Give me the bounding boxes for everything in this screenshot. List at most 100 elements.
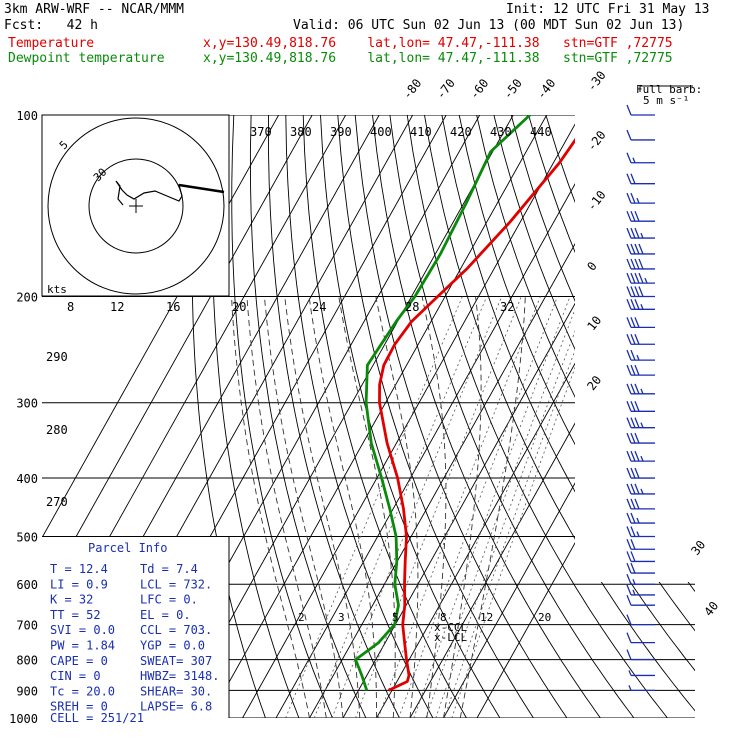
init-time: Init: 12 UTC Fri 31 May 13 (506, 2, 710, 17)
parcel-row-right: LAPSE= 6.8 (140, 700, 212, 714)
isotherm (476, 115, 695, 718)
mixing-label-low: 5 (392, 611, 399, 624)
parcel-row-left: T = 12.4 (50, 562, 108, 576)
isotherm-label: -80 (400, 76, 424, 102)
parcel-row-right: EL = 0. (140, 608, 191, 622)
moist-adiabat (459, 296, 526, 718)
moist-adiabat (375, 296, 419, 718)
mixing-label-low: 20 (538, 611, 551, 624)
moist-adiabat (264, 296, 344, 718)
wind-barb (626, 450, 655, 462)
lcl-label: x-LCL (434, 631, 467, 644)
parcel-row-right: CCL = 703. (140, 623, 212, 637)
temperature-legend: Temperature (8, 36, 95, 51)
wind-barb (626, 243, 655, 255)
pressure-label-600: 600 (16, 578, 38, 592)
isotherm-label: -70 (434, 76, 458, 102)
isotherm-label: -60 (467, 76, 491, 102)
hodo-ring-outer (47, 117, 225, 295)
dry-adiabat (249, 115, 367, 718)
wind-barb (626, 173, 655, 185)
moist-adiabat (231, 296, 310, 718)
pressure-label-100: 100 (16, 109, 38, 123)
wind-barb (626, 334, 655, 345)
mixing-label-low: 12 (480, 611, 493, 624)
dry-adiabat (320, 115, 501, 718)
model-title: 3km ARW-WRF -- NCAR/MMM (4, 2, 185, 17)
mixing-label: 16 (166, 300, 180, 314)
wind-barb (626, 349, 655, 361)
mixing-label: 24 (312, 300, 326, 314)
hodo-ring-inner (88, 158, 184, 254)
wind-barb (626, 649, 655, 661)
dry-adiabat (528, 115, 695, 718)
mixing-label: 12 (110, 300, 124, 314)
wind-barb (626, 299, 655, 310)
wind-barb (626, 526, 655, 538)
isotherm-label: -50 (501, 76, 525, 102)
isotherm (208, 115, 548, 718)
wind-barb (626, 227, 655, 239)
wind-barb (626, 551, 655, 563)
wind-barb (626, 632, 655, 644)
ccl-label: x-CCL (434, 621, 467, 634)
parcel-row-right: SHEAR= 30. (140, 684, 212, 698)
dry-adiabat (389, 115, 635, 718)
mixing-label: 32 (500, 300, 514, 314)
barb-key-value: 5 m s⁻¹ (643, 94, 689, 107)
parcel-row-left: PW = 1.84 (50, 639, 115, 653)
dry-adiabat (493, 115, 695, 718)
wind-barb (626, 584, 655, 596)
wind-barb (626, 317, 655, 329)
parcel-row-left: SVI = 0.0 (50, 623, 115, 637)
wind-barb (626, 258, 655, 270)
mixing-ratio-line (413, 296, 571, 718)
theta-label: 390 (330, 125, 352, 139)
isotherm-label: 10 (584, 313, 604, 333)
isotherm-label: -20 (584, 128, 608, 154)
theta-label-left: 270 (46, 495, 68, 509)
wind-barb (626, 573, 655, 585)
mixing-label: 8 (67, 300, 74, 314)
isotherm-label: -30 (584, 68, 608, 94)
dry-adiabat (545, 115, 695, 718)
dewpoint-location: x,y=130.49,818.76 lat,lon= 47.47,-111.38… (203, 51, 673, 66)
hodo-trace (115, 180, 225, 206)
theta-label: 420 (450, 125, 472, 139)
parcel-row-left: LI = 0.9 (50, 577, 108, 591)
parcel-row-left: SREH = 0 (50, 700, 108, 714)
dry-adiabat (231, 115, 333, 718)
isotherm (376, 115, 695, 718)
parcel-row-right: LFC = 0. (140, 593, 198, 607)
pressure-label-300: 300 (16, 397, 38, 411)
wind-barb (626, 364, 655, 376)
moist-adiabat (338, 296, 396, 718)
mixing-label: 28 (405, 300, 419, 314)
isotherm-label: 0 (584, 259, 599, 273)
pressure-label-400: 400 (16, 472, 38, 486)
mixing-ratio-line (331, 296, 503, 718)
pressure-label-700: 700 (16, 619, 38, 633)
dewpoint-profile (354, 115, 531, 691)
wind-barb (626, 562, 655, 574)
parcel-title: Parcel Info (88, 541, 167, 555)
parcel-row-right: HWBZ= 3148. (140, 669, 219, 683)
wind-barb (626, 192, 655, 204)
wind-barb (626, 210, 655, 222)
dry-adiabat (211, 115, 300, 718)
theta-label-left: 280 (46, 423, 68, 437)
hodo-center (129, 199, 143, 213)
isotherm-label: 20 (584, 373, 604, 393)
parcel-row-left: CIN = 0 (50, 669, 101, 683)
dry-adiabat (372, 115, 601, 718)
moist-adiabat (308, 296, 377, 718)
isotherm-label: -10 (584, 188, 608, 214)
moist-adiabat (421, 296, 447, 718)
theta-label: 400 (370, 125, 392, 139)
theta-label: 370 (250, 125, 272, 139)
dry-adiabat (354, 115, 568, 718)
wind-barb (626, 417, 655, 429)
pressure-label-1000: 1000 (9, 712, 38, 726)
pressure-label-900: 900 (16, 684, 38, 698)
